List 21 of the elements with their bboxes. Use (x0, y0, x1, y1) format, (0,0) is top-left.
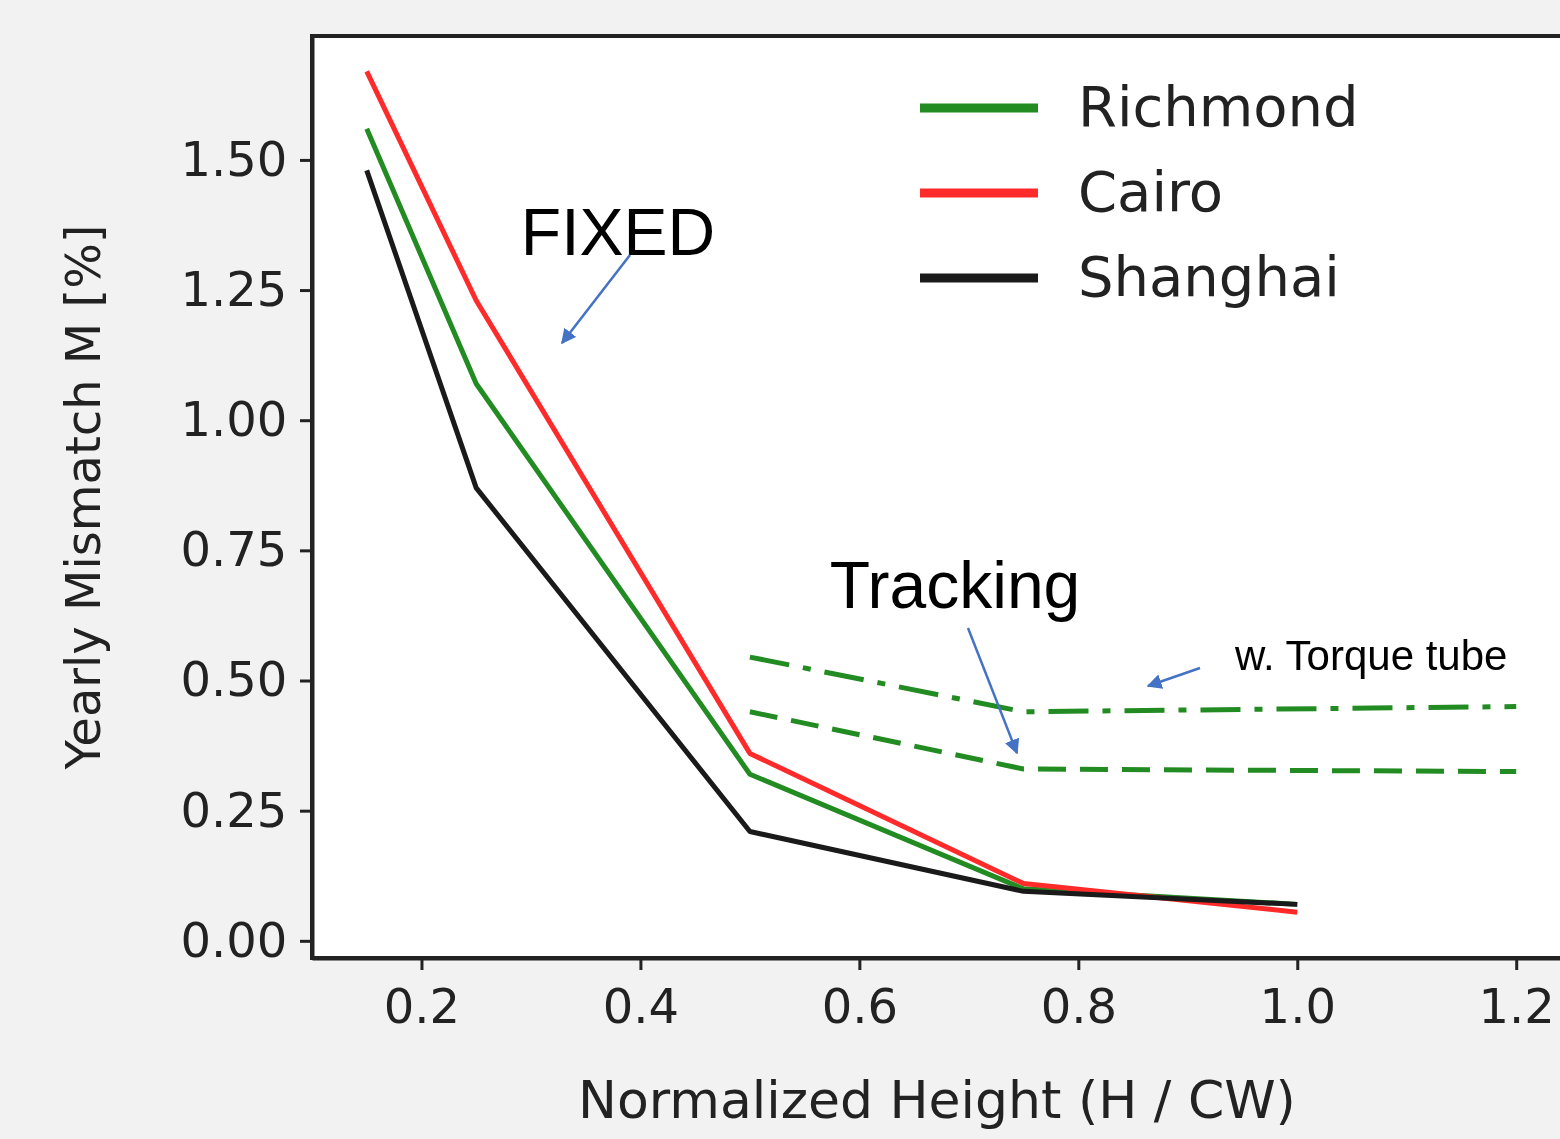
legend-label: Cairo (1078, 159, 1224, 224)
y-tick-label: 0.75 (180, 521, 288, 578)
y-tick-label: 0.00 (180, 911, 288, 968)
x-tick-label: 0.4 (602, 978, 680, 1035)
y-tick-label: 1.25 (180, 260, 288, 317)
y-tick-label: 1.50 (180, 130, 288, 187)
y-tick-label: 0.25 (180, 781, 288, 838)
annotation: w. Torque tube (1234, 632, 1508, 679)
legend-label: Richmond (1078, 74, 1359, 139)
x-tick-label: 1.0 (1259, 978, 1336, 1035)
x-tick-label: 0.6 (821, 978, 899, 1035)
x-tick-label: 0.2 (383, 978, 461, 1035)
x-tick-label: 0.8 (1040, 978, 1117, 1035)
y-tick-label: 0.50 (180, 651, 288, 708)
legend-label: Shanghai (1078, 244, 1340, 309)
annotation: Tracking (829, 548, 1081, 622)
x-tick-label: 1.2 (1478, 978, 1555, 1035)
x-axis-title: Normalized Height (H / CW) (578, 1070, 1296, 1130)
annotation: FIXED (520, 195, 716, 269)
y-axis-title: Yearly Mismatch M [%] (55, 224, 111, 771)
y-tick-label: 1.00 (180, 391, 288, 448)
